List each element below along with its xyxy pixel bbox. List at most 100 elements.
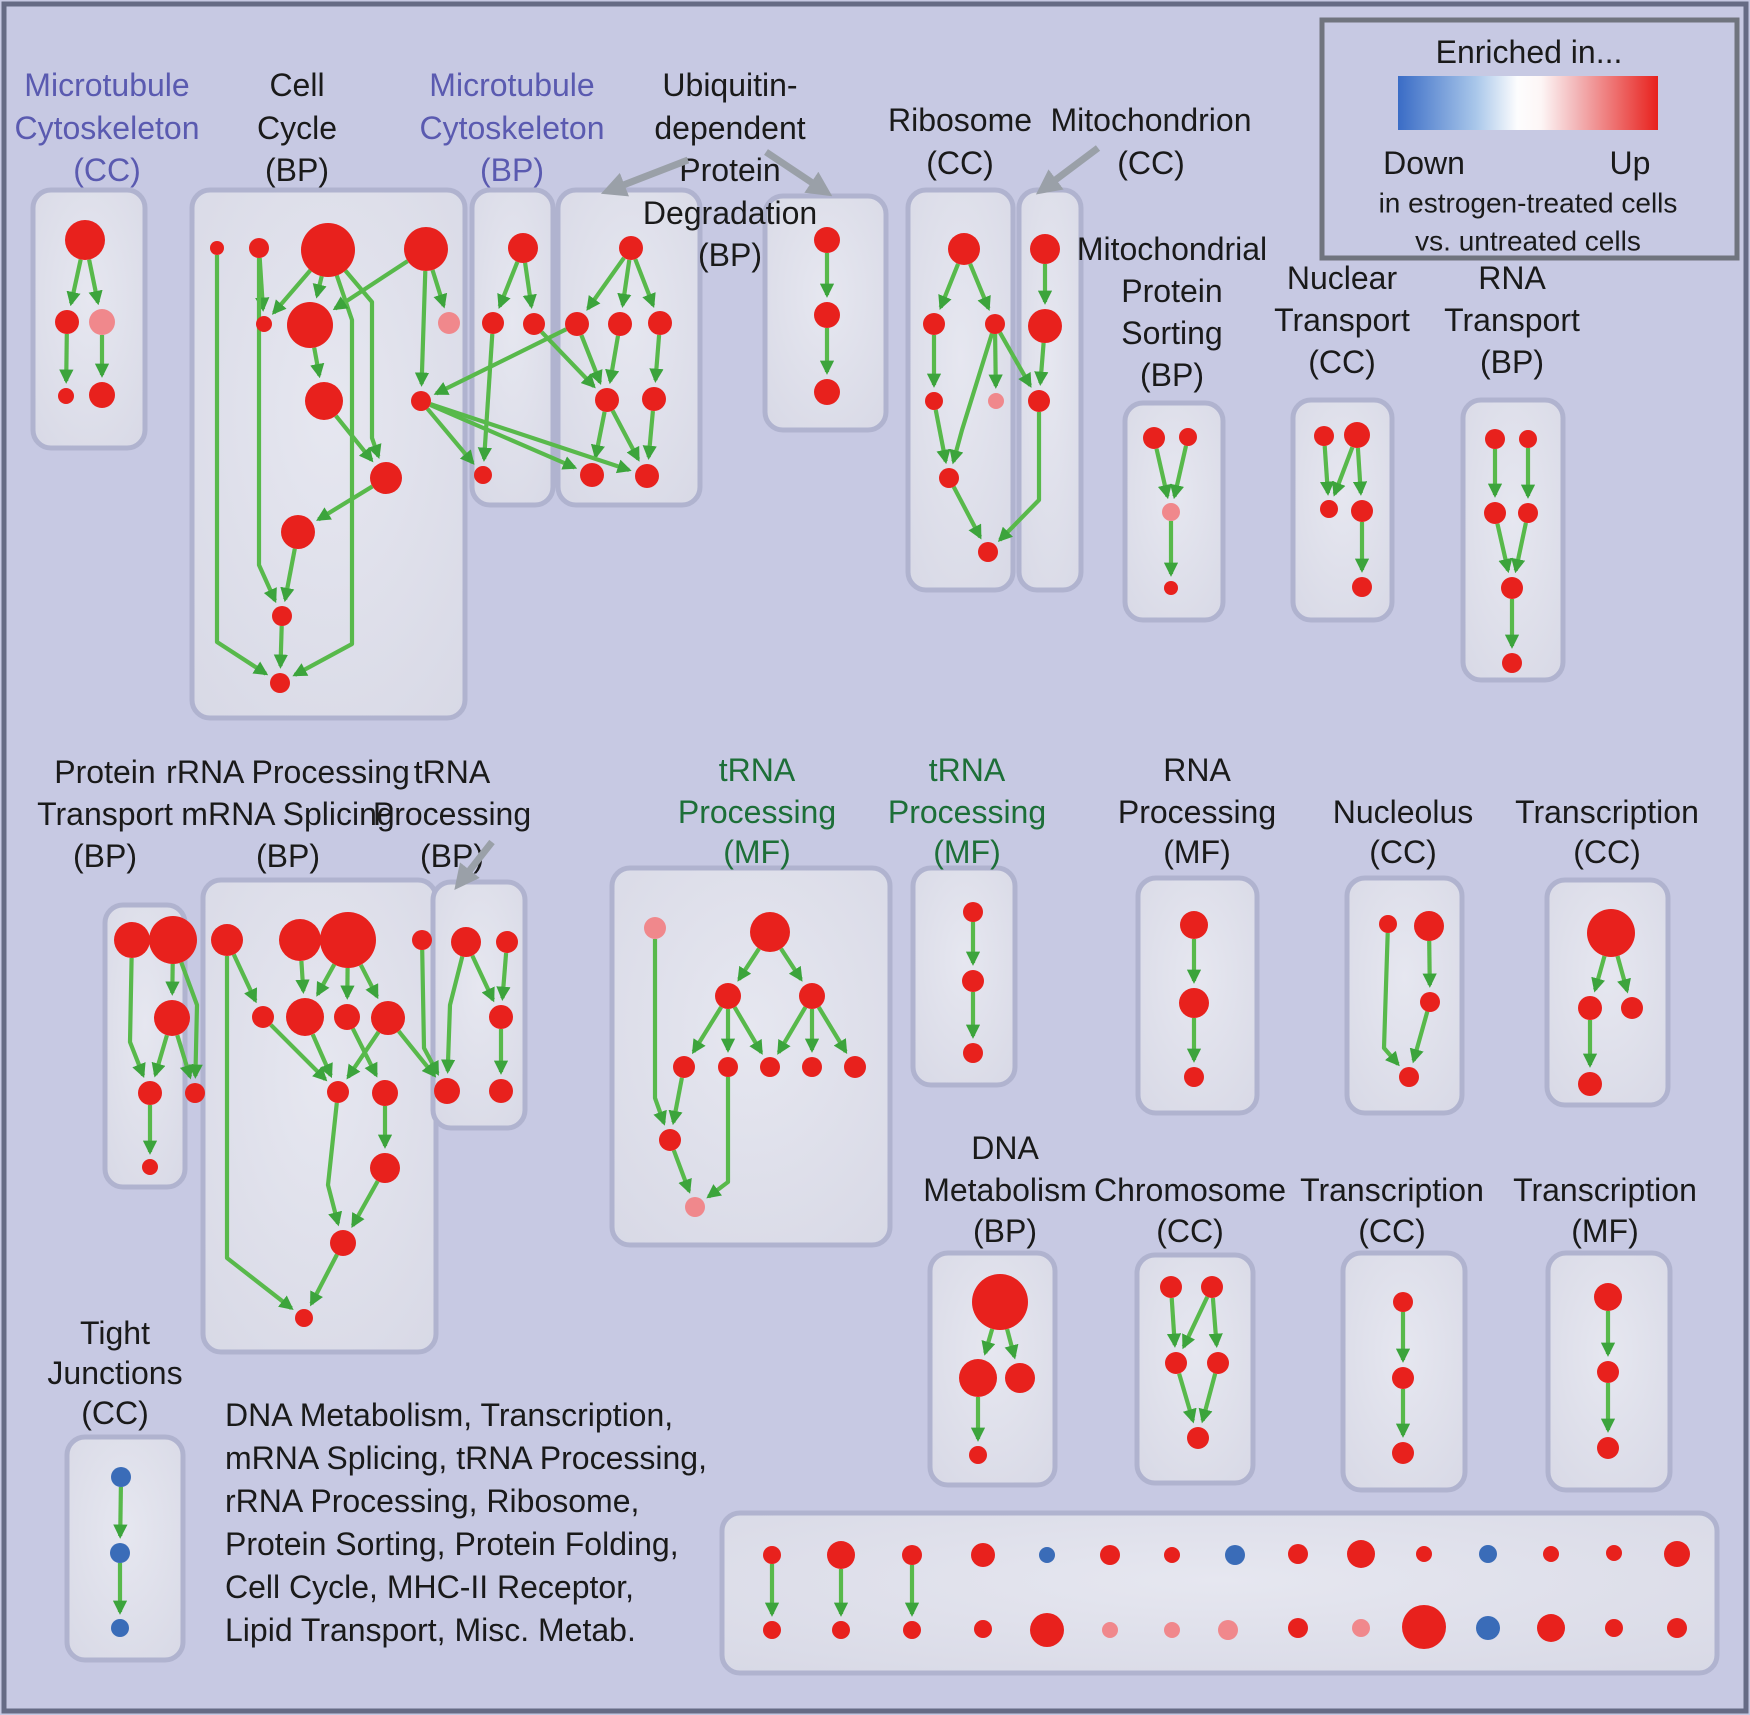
edge-transcription-cc-1 (1615, 955, 1631, 994)
cluster-label-trna-processing-mf-2-line0: tRNA (929, 752, 1006, 788)
label-pointer-arrow-0 (600, 156, 690, 197)
edge-protein-transport (179, 961, 203, 1079)
edge-cell-cycle (334, 414, 374, 463)
node-trna-processing-mf-1-10-pink (685, 1197, 705, 1217)
node-nuclear-transport-0-red (1314, 426, 1334, 446)
cluster-label-microtubule-cc-line0: Microtubule (24, 67, 189, 103)
cross-edge-4 (540, 330, 596, 389)
cluster-label-protein-transport-line0: Protein (54, 754, 155, 790)
cluster-box-protein-transport (102, 902, 188, 1190)
node-microtubule-cc-1-red (55, 310, 79, 334)
layer-labels: Microtubule Cytoskeleton (CC) Cell Cycle (BP)… (15, 67, 1699, 1648)
node-trna-processing-mf-1-1-red (750, 912, 790, 952)
node-trna-processing-mf-1-8-red (844, 1056, 866, 1078)
edge-rrna-processing-mrna-splicing (358, 963, 379, 1000)
node-rrna-processing-mrna-splicing-8-red (327, 1081, 349, 1103)
cluster-label-microtubule-bp-line2: (BP) (480, 152, 544, 188)
misc-terms-text-line5: Lipid Transport, Misc. Metab. (225, 1612, 636, 1648)
node-mitochondrion-cc-2-red (1028, 390, 1050, 412)
edge-rrna-processing-mrna-splicing (346, 1030, 381, 1080)
node-trna-processing-bp-2-red (489, 1005, 513, 1029)
node-misc-terms-24-pink (1352, 1619, 1370, 1637)
cluster-label-rna-processing-mf-line1: Processing (1118, 794, 1276, 830)
node-chromosome-cc-1-red (1201, 1276, 1223, 1298)
edge-cell-cycle (310, 347, 325, 379)
edge-microtubule-cc (87, 259, 103, 306)
cluster-box-transcription-cc-1 (1544, 877, 1671, 1108)
node-ubiquitin-degradation-1-5-red (642, 387, 666, 411)
edge-trna-processing-mf-1 (779, 947, 803, 982)
node-nuclear-transport-3-red (1351, 500, 1373, 522)
edge-ubiquitin-degradation-1 (579, 334, 603, 385)
node-misc-terms-17-red (903, 1621, 921, 1639)
node-nuclear-transport-1-red (1344, 422, 1370, 448)
node-protein-transport-4-red (185, 1083, 205, 1103)
node-trna-processing-bp-4-red (489, 1079, 513, 1103)
node-misc-terms-26-blue (1476, 1616, 1500, 1640)
node-transcription-cc-1-0-red (1587, 909, 1635, 957)
node-dna-metabolism-0-red (972, 1274, 1028, 1330)
cross-edge-6 (997, 412, 1042, 542)
edge-rrna-processing-mrna-splicing (310, 1033, 333, 1079)
cluster-label-tight-junctions-line1: Junctions (47, 1355, 182, 1391)
cluster-label-ubiquitin-degradation-1-line1: dependent (654, 110, 805, 146)
node-transcription-cc-1-2-red (1621, 997, 1643, 1019)
node-rrna-processing-mrna-splicing-3-red (412, 930, 432, 950)
node-cell-cycle-5-red (287, 302, 333, 348)
node-cell-cycle-2-red (301, 223, 355, 277)
node-rrna-processing-mrna-splicing-1-red (279, 919, 321, 961)
node-protein-transport-2-red (154, 1000, 190, 1036)
cluster-label-chromosome-cc-line1: (CC) (1156, 1213, 1224, 1249)
node-misc-terms-1-red (827, 1541, 855, 1569)
cluster-label-nucleolus-cc-line0: Nucleolus (1333, 794, 1474, 830)
node-trna-processing-bp-0-red (451, 927, 481, 957)
cluster-label-rrna-processing-mrna-splicing-line0: rRNA Processing (166, 754, 410, 790)
node-misc-terms-3-red (971, 1543, 995, 1567)
node-mitochondrial-protein-sorting-0-red (1143, 427, 1165, 449)
node-chromosome-cc-2-red (1165, 1352, 1187, 1374)
node-mitochondrial-protein-sorting-3-red (1164, 581, 1178, 595)
node-mitochondrial-protein-sorting-1-red (1179, 428, 1197, 446)
cluster-box-misc-terms (719, 1510, 1720, 1676)
edge-trna-processing-mf-1 (737, 947, 761, 982)
node-misc-terms-9-red (1347, 1540, 1375, 1568)
legend-box (1319, 17, 1740, 261)
edge-protein-transport (175, 1034, 194, 1080)
node-ubiquitin-degradation-2-2-red (814, 379, 840, 405)
cluster-label-rna-processing-mf-line2: (MF) (1163, 834, 1231, 870)
node-microtubule-cc-2-pink (89, 309, 115, 335)
cluster-label-ribosome-cc-line1: (CC) (926, 145, 994, 181)
cluster-box-rna-transport (1460, 397, 1566, 683)
layer-nodes (55, 220, 1690, 1649)
node-ubiquitin-degradation-2-0-red (814, 227, 840, 253)
node-ribosome-cc-1-red (923, 313, 945, 335)
cluster-box-chromosome-cc (1134, 1252, 1256, 1486)
node-cell-cycle-10-red (281, 515, 315, 549)
node-misc-terms-19-red (1030, 1613, 1064, 1647)
cluster-label-microtubule-bp-line1: Cytoskeleton (420, 110, 605, 146)
legend-subtitle-2: vs. untreated cells (1415, 226, 1641, 257)
edge-trna-processing-mf-1 (706, 1077, 731, 1199)
cluster-label-trna-processing-bp-line1: Processing (373, 796, 531, 832)
node-trna-processing-mf-1-4-red (673, 1056, 695, 1078)
cluster-label-cell-cycle-line2: (BP) (265, 152, 329, 188)
edge-ubiquitin-degradation-1 (586, 256, 626, 311)
node-ribosome-cc-4-pink (988, 393, 1004, 409)
edge-rrna-processing-mrna-splicing (350, 1180, 380, 1228)
cluster-label-trna-processing-bp-line0: tRNA (414, 754, 491, 790)
cluster-label-dna-metabolism-line2: (BP) (973, 1213, 1037, 1249)
cluster-label-microtubule-bp-line0: Microtubule (429, 67, 594, 103)
node-cell-cycle-3-red (404, 227, 448, 271)
edge-cell-cycle (312, 275, 327, 299)
edge-mitochondrial-protein-sorting (1170, 445, 1189, 500)
node-mitochondrion-cc-0-red (1030, 234, 1060, 264)
cluster-box-ribosome-cc (905, 187, 1016, 593)
node-transcription-mf-0-red (1594, 1283, 1622, 1311)
label-pointer-arrow-2 (1035, 145, 1101, 195)
label-pointer-arrow-1 (764, 149, 833, 197)
node-trna-processing-bp-3-red (434, 1078, 460, 1104)
edge-trna-processing-mf-1 (652, 939, 667, 1126)
node-protein-transport-0-red (114, 922, 150, 958)
node-ribosome-cc-2-red (985, 314, 1005, 334)
edge-ubiquitin-degradation-1 (633, 258, 656, 308)
